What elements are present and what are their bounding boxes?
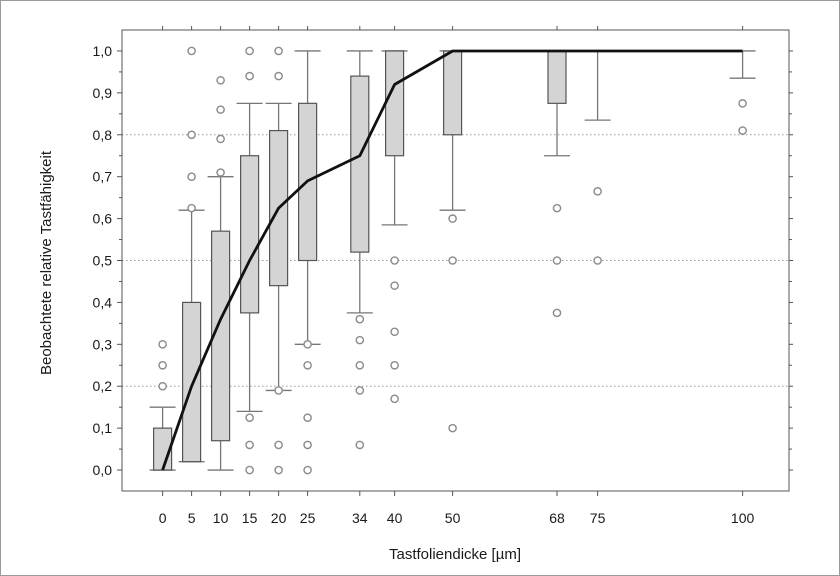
outlier-point — [245, 465, 254, 475]
outlier-point — [187, 130, 196, 140]
outlier-point — [303, 440, 312, 450]
box-iqr — [443, 50, 463, 136]
outlier-point — [274, 386, 283, 395]
outlier-point — [245, 413, 254, 422]
outlier-point — [738, 99, 747, 108]
y-tick-label: 0,6 — [93, 211, 113, 227]
x-tick-label: 15 — [242, 510, 258, 526]
box-15 — [236, 102, 263, 413]
x-tick-label: 100 — [731, 510, 755, 526]
y-tick-label: 1,0 — [93, 43, 113, 59]
outlier-point — [187, 172, 196, 181]
outlier-point — [216, 168, 225, 177]
outlier-point — [448, 256, 457, 265]
fit-line — [161, 49, 743, 471]
outlier-point — [303, 413, 312, 422]
x-tick-label: 40 — [387, 510, 403, 526]
box-10 — [207, 176, 234, 471]
outlier-point — [303, 340, 312, 349]
outlier-point — [303, 360, 312, 370]
outlier-point — [552, 256, 562, 265]
box-25 — [294, 50, 321, 345]
outlier-point — [738, 126, 747, 135]
outlier-point — [355, 360, 365, 370]
outlier-point — [216, 134, 225, 144]
outlier-point — [355, 440, 365, 450]
y-tick-label: 0,8 — [93, 127, 113, 143]
box-75 — [584, 50, 611, 121]
outlier-point — [355, 335, 365, 345]
outlier-point — [274, 465, 283, 475]
box-40 — [381, 50, 408, 226]
x-axis-label: Tastfoliendicke [µm] — [389, 546, 521, 563]
x-tick-label: 50 — [445, 510, 461, 526]
outlier-point — [245, 46, 254, 56]
outlier-point — [187, 46, 196, 56]
outlier-point — [158, 381, 167, 391]
outlier-point — [187, 203, 196, 213]
y-tick-label: 0,0 — [93, 462, 113, 478]
x-tick-label: 75 — [590, 510, 606, 526]
outlier-point — [303, 465, 312, 475]
outlier-point — [552, 308, 562, 318]
x-tick-label: 34 — [352, 510, 368, 526]
y-tick-label: 0,5 — [93, 253, 113, 269]
y-tick-label: 0,7 — [93, 169, 113, 185]
outlier-point — [390, 360, 399, 370]
box-50 — [439, 50, 466, 211]
outlier-point — [448, 423, 457, 433]
x-tick-label: 5 — [188, 510, 196, 526]
outlier-point — [593, 256, 602, 265]
x-tick-label: 10 — [213, 510, 229, 526]
box-100 — [729, 50, 756, 79]
box-20 — [265, 102, 292, 392]
box-iqr — [385, 50, 405, 157]
box-34 — [346, 50, 373, 314]
outlier-series — [158, 46, 747, 475]
box-5 — [178, 209, 205, 463]
box-0 — [149, 406, 176, 471]
outlier-point — [274, 71, 283, 81]
outlier-point — [448, 214, 457, 223]
x-tick-label: 0 — [159, 510, 167, 526]
outlier-point — [245, 440, 254, 450]
outlier-point — [274, 46, 283, 56]
outlier-point — [355, 314, 365, 324]
box-iqr — [211, 230, 231, 442]
box-iqr — [547, 50, 567, 104]
x-tick-label: 68 — [549, 510, 565, 526]
outlier-point — [274, 440, 283, 450]
box-68 — [544, 50, 570, 157]
outlier-point — [158, 360, 167, 370]
outlier-point — [390, 281, 399, 290]
box-iqr — [350, 75, 370, 253]
y-tick-label: 0,2 — [93, 378, 113, 394]
y-tick-label: 0,9 — [93, 85, 113, 101]
outlier-point — [216, 105, 225, 114]
outlier-point — [390, 256, 399, 265]
outlier-point — [355, 386, 365, 395]
outlier-point — [158, 340, 167, 349]
outlier-point — [552, 203, 562, 213]
x-axis-ticks: 0 5 10 15 20 25 34 40 50 68 75 100 — [159, 26, 755, 526]
y-tick-label: 0,3 — [93, 336, 113, 352]
outlier-point — [593, 187, 602, 196]
x-tick-label: 20 — [271, 510, 287, 526]
y-axis-label: Beobachtete relative Tastfähigkeit — [38, 150, 55, 375]
y-axis-ticks: 0,0 0,1 0,2 0,3 0,4 0,5 0,6 0,7 0,8 0,9 1,0 — [93, 43, 793, 478]
box-iqr — [240, 155, 260, 314]
outlier-point — [216, 75, 225, 85]
outlier-point — [390, 327, 399, 337]
box-series — [149, 50, 756, 471]
outlier-point — [245, 71, 254, 81]
x-tick-label: 25 — [300, 510, 316, 526]
outlier-point — [390, 394, 399, 404]
y-tick-label: 0,4 — [93, 294, 113, 310]
box-iqr — [182, 301, 202, 463]
y-tick-label: 0,1 — [93, 420, 113, 436]
